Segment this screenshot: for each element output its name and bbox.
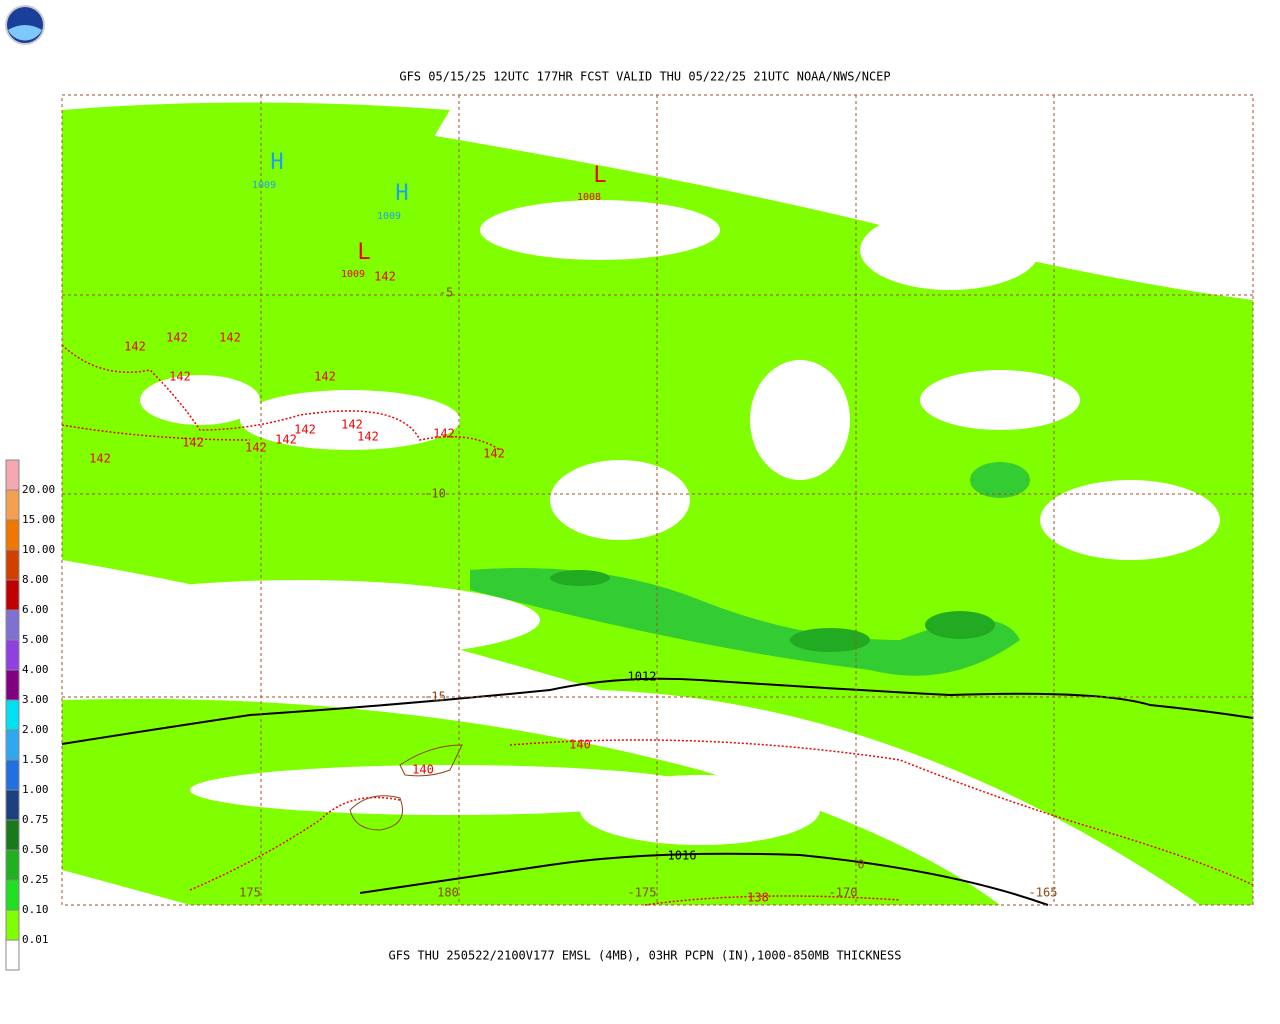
isobar-label: 1012 xyxy=(628,670,657,684)
legend: 20.00 15.00 10.00 8.00 6.00 5.00 4.00 3.00 2.00 1… xyxy=(5,459,55,971)
thickness-label: 142 xyxy=(294,423,316,437)
legend-swatch xyxy=(5,939,20,971)
legend-swatch xyxy=(5,459,20,491)
caption: GFS THU 250522/2100V177 EMSL (4MB), 03HR… xyxy=(389,949,902,963)
title: GFS 05/15/25 12UTC 177HR FCST VALID THU … xyxy=(399,70,890,84)
legend-swatch xyxy=(5,639,20,671)
thickness-label: 142 xyxy=(182,436,204,450)
thickness-label: 142 xyxy=(169,370,191,384)
low-symbol: L xyxy=(593,163,606,188)
high-symbol: H xyxy=(395,181,408,206)
legend-label: 0.50 xyxy=(22,843,49,856)
thickness-label: 142 xyxy=(124,340,146,354)
legend-label: 10.00 xyxy=(22,543,55,556)
latitude-label: -15 xyxy=(424,690,446,704)
thickness-label: 142 xyxy=(357,430,379,444)
isobar-label: 1016 xyxy=(668,849,697,863)
legend-label: 0.01 xyxy=(22,933,49,946)
legend-label: 0.25 xyxy=(22,873,49,886)
legend-label: 15.00 xyxy=(22,513,55,526)
thickness-label: 142 xyxy=(374,270,396,284)
low-value: 1009 xyxy=(341,269,365,280)
latitude-label: -10 xyxy=(424,487,446,501)
legend-swatch xyxy=(5,579,20,611)
thickness-label: 140 xyxy=(569,738,591,752)
thickness-label: 142 xyxy=(166,331,188,345)
low-value: 1008 xyxy=(577,192,601,203)
legend-label: 4.00 xyxy=(22,663,49,676)
graticule xyxy=(61,94,1254,906)
legend-swatch xyxy=(5,909,20,941)
thickness-label: 140 xyxy=(412,763,434,777)
high-value: 1009 xyxy=(377,211,401,222)
legend-swatch xyxy=(5,729,20,761)
thickness-label: 142 xyxy=(89,452,111,466)
misc-label: 0 xyxy=(857,858,864,872)
legend-swatch xyxy=(5,819,20,851)
legend-swatch xyxy=(5,789,20,821)
legend-label: 0.10 xyxy=(22,903,49,916)
legend-swatch xyxy=(5,699,20,731)
legend-swatch xyxy=(5,669,20,701)
legend-swatch xyxy=(5,549,20,581)
legend-swatch xyxy=(5,879,20,911)
thickness-label: 142 xyxy=(219,331,241,345)
longitude-label: -170 xyxy=(829,886,858,900)
low-symbol: L xyxy=(357,240,370,265)
legend-label: 6.00 xyxy=(22,603,49,616)
legend-label: 20.00 xyxy=(22,483,55,496)
latitude-label: -5 xyxy=(439,286,453,300)
high-value: 1009 xyxy=(252,180,276,191)
legend-label: 0.75 xyxy=(22,813,49,826)
longitude-label: 180 xyxy=(437,886,459,900)
legend-label: 5.00 xyxy=(22,633,49,646)
legend-label: 2.00 xyxy=(22,723,49,736)
high-symbol: H xyxy=(270,150,283,175)
legend-swatch xyxy=(5,609,20,641)
legend-label: 1.50 xyxy=(22,753,49,766)
thickness-label: 142 xyxy=(341,418,363,432)
legend-swatch xyxy=(5,519,20,551)
thickness-label: 142 xyxy=(245,441,267,455)
thickness-label: 142 xyxy=(433,427,455,441)
noaa-logo xyxy=(5,5,45,45)
legend-swatch xyxy=(5,489,20,521)
thickness-label: 142 xyxy=(483,447,505,461)
thickness-label: 142 xyxy=(275,433,297,447)
longitude-label: 175 xyxy=(239,886,261,900)
legend-label: 8.00 xyxy=(22,573,49,586)
legend-swatch xyxy=(5,759,20,791)
legend-swatch xyxy=(5,849,20,881)
map xyxy=(60,94,1254,906)
longitude-label: -175 xyxy=(628,886,657,900)
map-labels: H 1009 H 1009 L 1008 L 1009 -5 -10 -15 175 180 -175 -1… xyxy=(89,150,1057,905)
legend-label: 3.00 xyxy=(22,693,49,706)
thickness-label: 142 xyxy=(314,370,336,384)
longitude-label: -165 xyxy=(1029,886,1058,900)
legend-label: 1.00 xyxy=(22,783,49,796)
thickness-label: 138 xyxy=(747,891,769,905)
